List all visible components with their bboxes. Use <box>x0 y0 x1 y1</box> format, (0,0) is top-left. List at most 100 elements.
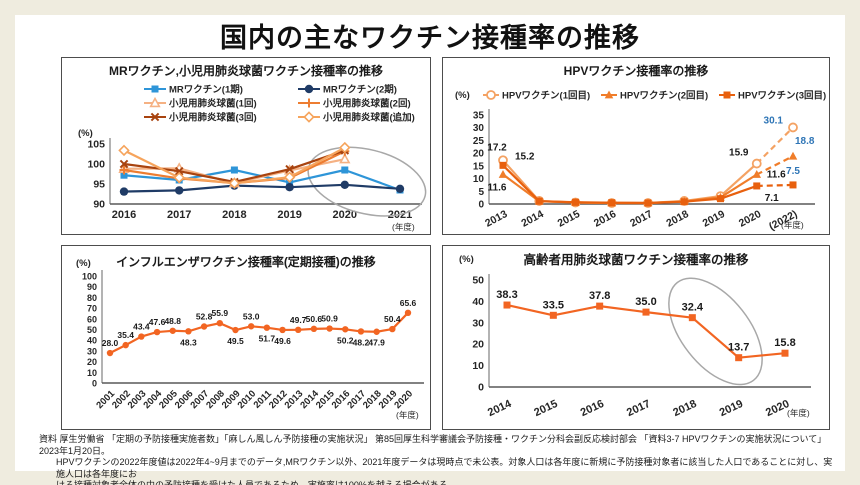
svg-text:2017: 2017 <box>628 208 654 230</box>
influenza-chart-panel: 0 10 20 30 40 50 60 70 80 90 100 2001 2002 2003 2004 20… <box>61 245 431 430</box>
svg-text:53.0: 53.0 <box>243 311 260 321</box>
influenza-chart: 0102030405060708090100200120022003200420… <box>76 254 424 420</box>
svg-text:2013: 2013 <box>483 208 509 230</box>
svg-text:0: 0 <box>478 200 484 211</box>
svg-text:50.6: 50.6 <box>306 314 323 324</box>
svg-text:2019: 2019 <box>277 209 301 221</box>
footnote-line-2: HPVワクチンの2022年度値は2022年4~9月までのデータ,MRワクチン以外… <box>56 457 833 479</box>
svg-text:50.4: 50.4 <box>384 314 401 324</box>
svg-text:5: 5 <box>478 187 484 198</box>
svg-text:20: 20 <box>87 357 97 367</box>
svg-text:90: 90 <box>87 282 97 292</box>
svg-text:28.0: 28.0 <box>102 338 119 348</box>
svg-text:15.8: 15.8 <box>774 337 795 349</box>
page-title: 国内の主なワクチン接種率の推移 <box>220 23 640 53</box>
content-card: 国内の主なワクチン接種率の推移 90 95 100 105 2016 2017 2018 20… <box>15 15 845 485</box>
svg-text:HPVワクチン(3回目): HPVワクチン(3回目) <box>738 91 826 102</box>
svg-text:2018: 2018 <box>664 208 690 230</box>
svg-text:35.4: 35.4 <box>117 330 134 340</box>
svg-text:50: 50 <box>87 325 97 335</box>
svg-text:100: 100 <box>87 159 105 171</box>
svg-text:65.6: 65.6 <box>400 298 417 308</box>
footnote-line-1: 資料 厚生労働省 「定期の予防接種実施者数」「麻しん風しん予防接種の実施状況」 … <box>39 434 827 456</box>
svg-text:33.5: 33.5 <box>543 299 564 311</box>
svg-text:11.6: 11.6 <box>488 183 507 194</box>
svg-text:高齢者用肺炎球菌ワクチン接種率の推移: 高齢者用肺炎球菌ワクチン接種率の推移 <box>523 252 749 267</box>
svg-text:10: 10 <box>87 368 97 378</box>
svg-text:2014: 2014 <box>486 397 514 419</box>
svg-text:30: 30 <box>472 317 484 329</box>
svg-text:(%): (%) <box>459 254 474 265</box>
svg-text:51.7: 51.7 <box>259 334 276 344</box>
mr-pneumococcal-chart-panel: 90 95 100 105 2016 2017 2018 2019 2020 2021 (%) (年度… <box>61 57 431 235</box>
svg-text:(%): (%) <box>76 258 91 269</box>
svg-text:60: 60 <box>87 314 97 324</box>
svg-text:7.1: 7.1 <box>765 193 779 204</box>
footnote-line-3: ける接種対象者全体の中の予防接種を受けた人員であるため、実施率は100%を越える… <box>56 480 457 485</box>
svg-text:7.5: 7.5 <box>786 166 800 177</box>
svg-text:(年度): (年度) <box>392 222 415 232</box>
svg-text:18.8: 18.8 <box>795 136 815 147</box>
svg-text:(%): (%) <box>78 128 93 139</box>
svg-text:HPVワクチン(2回目): HPVワクチン(2回目) <box>620 91 708 102</box>
svg-text:70: 70 <box>87 304 97 314</box>
svg-text:30.1: 30.1 <box>764 115 784 126</box>
svg-text:MRワクチン(2期): MRワクチン(2期) <box>323 84 397 96</box>
svg-text:11.6: 11.6 <box>767 170 786 181</box>
svg-text:37.8: 37.8 <box>589 290 610 302</box>
svg-text:40: 40 <box>87 336 97 346</box>
svg-text:2017: 2017 <box>167 209 191 221</box>
svg-text:2016: 2016 <box>112 209 136 221</box>
svg-text:HPVワクチン(1回目): HPVワクチン(1回目) <box>502 91 590 102</box>
svg-text:小児用肺炎球菌(1回): 小児用肺炎球菌(1回) <box>168 98 257 110</box>
svg-text:2019: 2019 <box>701 208 727 230</box>
svg-text:小児用肺炎球菌(2回): 小児用肺炎球菌(2回) <box>322 98 411 110</box>
svg-text:35.0: 35.0 <box>635 296 656 308</box>
svg-text:50.9: 50.9 <box>321 314 338 324</box>
svg-text:0: 0 <box>478 382 484 394</box>
svg-text:2020: 2020 <box>333 209 357 221</box>
svg-text:2020: 2020 <box>737 208 763 230</box>
svg-text:20: 20 <box>473 149 485 160</box>
hpv-chart-panel: 0 5 10 15 20 25 30 35 2013 2014 2015 2016 2017 2018 20… <box>442 57 830 235</box>
svg-text:2016: 2016 <box>592 208 618 230</box>
svg-text:2018: 2018 <box>671 398 698 419</box>
svg-text:40: 40 <box>472 296 484 308</box>
svg-text:15: 15 <box>473 161 485 172</box>
svg-text:90: 90 <box>93 199 105 211</box>
svg-text:38.3: 38.3 <box>496 289 517 301</box>
svg-text:(年度): (年度) <box>787 408 810 418</box>
svg-text:17.2: 17.2 <box>487 142 507 153</box>
svg-text:49.7: 49.7 <box>290 315 307 325</box>
svg-text:MRワクチン,小児用肺炎球菌ワクチン接種率の推移: MRワクチン,小児用肺炎球菌ワクチン接種率の推移 <box>109 63 383 78</box>
svg-text:インフルエンザワクチン接種率(定期接種)の推移: インフルエンザワクチン接種率(定期接種)の推移 <box>116 254 376 269</box>
svg-text:(%): (%) <box>455 90 470 101</box>
svg-text:49.5: 49.5 <box>227 336 244 346</box>
svg-text:30: 30 <box>473 123 485 134</box>
svg-text:43.4: 43.4 <box>133 322 150 332</box>
svg-text:2017: 2017 <box>625 398 652 419</box>
svg-text:100: 100 <box>82 272 97 282</box>
svg-text:49.6: 49.6 <box>274 336 291 346</box>
svg-text:32.4: 32.4 <box>682 302 704 314</box>
svg-text:小児用肺炎球菌(追加): 小児用肺炎球菌(追加) <box>322 112 415 124</box>
svg-text:HPVワクチン接種率の推移: HPVワクチン接種率の推移 <box>564 63 709 78</box>
svg-text:50: 50 <box>472 275 484 287</box>
svg-text:13.7: 13.7 <box>728 342 749 354</box>
svg-text:48.8: 48.8 <box>164 316 181 326</box>
svg-text:105: 105 <box>87 139 105 151</box>
svg-text:48.3: 48.3 <box>180 337 197 347</box>
svg-text:35: 35 <box>473 111 485 122</box>
svg-text:2015: 2015 <box>556 208 582 230</box>
svg-text:小児用肺炎球菌(3回): 小児用肺炎球菌(3回) <box>168 112 257 124</box>
svg-text:55.9: 55.9 <box>212 308 229 318</box>
svg-text:95: 95 <box>93 179 105 191</box>
svg-text:2018: 2018 <box>222 209 246 221</box>
svg-text:15.2: 15.2 <box>515 151 535 162</box>
svg-text:25: 25 <box>473 136 485 147</box>
svg-text:30: 30 <box>87 346 97 356</box>
svg-text:47.9: 47.9 <box>368 338 385 348</box>
svg-text:48.2: 48.2 <box>353 337 370 347</box>
svg-text:MRワクチン(1期): MRワクチン(1期) <box>169 84 243 96</box>
